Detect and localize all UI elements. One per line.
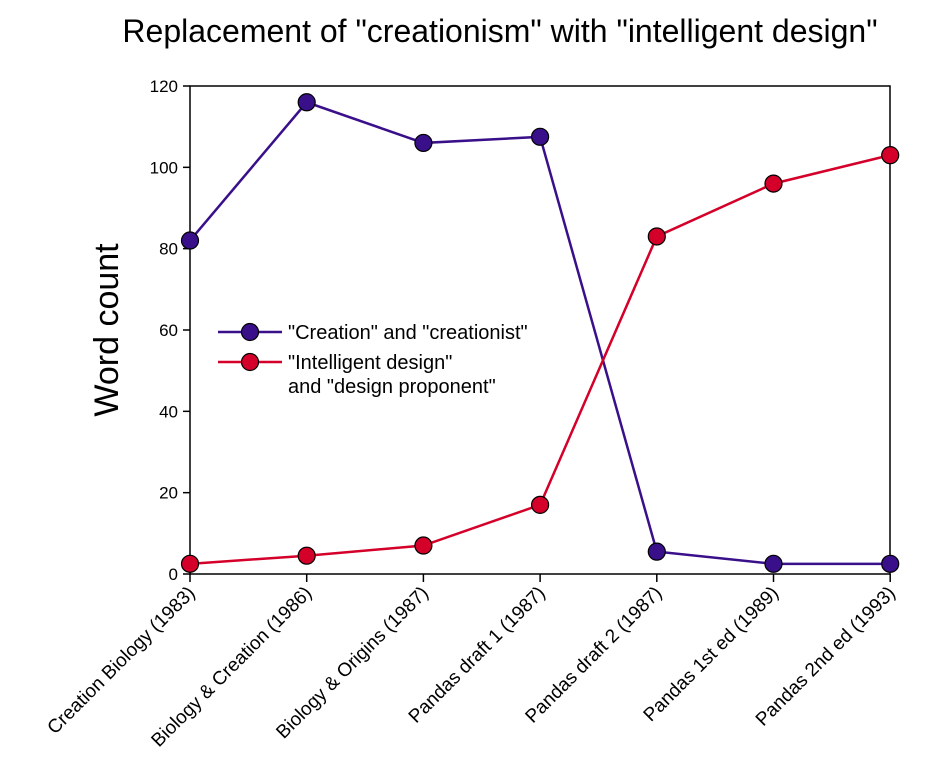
series-2-point xyxy=(530,495,550,514)
series-2-point xyxy=(764,174,783,193)
series-1-point xyxy=(881,554,900,573)
series-1-point xyxy=(180,231,200,250)
legend-marker-2 xyxy=(240,352,260,372)
series-2-point xyxy=(881,146,900,165)
legend-label-2: and "design proponent" xyxy=(288,376,496,398)
x-axis: Creation Biology (1983)Biology & Creatio… xyxy=(44,574,900,751)
legend-label-1: "Creation" and "creationist" xyxy=(288,322,528,344)
y-tick-label: 40 xyxy=(159,402,178,421)
x-tick-label: Pandas 1st ed (1989) xyxy=(640,583,783,726)
y-tick-label: 120 xyxy=(150,77,178,96)
series-1-point xyxy=(530,127,550,146)
series-1-point xyxy=(647,542,666,561)
series-2-point xyxy=(297,546,316,565)
series-2-point xyxy=(647,227,666,246)
y-tick-label: 20 xyxy=(159,484,178,503)
y-tick-label: 0 xyxy=(169,565,178,584)
series-layer xyxy=(180,93,900,573)
legend-label-2: "Intelligent design" xyxy=(288,352,452,374)
y-tick-label: 100 xyxy=(150,158,178,177)
series-1-point xyxy=(297,93,316,112)
legend-marker-1 xyxy=(240,322,260,342)
y-tick-label: 60 xyxy=(159,321,178,340)
series-1-point xyxy=(764,554,783,573)
chart-title: Replacement of "creationism" with "intel… xyxy=(122,13,877,49)
series-1-point xyxy=(414,133,433,153)
series-2-point xyxy=(180,554,200,573)
series-2-point xyxy=(414,536,433,555)
y-axis: 0 20 40 60 80 100 120 xyxy=(150,77,190,584)
legend: "Creation" and "creationist" "Intelligent… xyxy=(218,322,528,398)
y-axis-label: Word count xyxy=(88,243,126,417)
y-tick-label: 80 xyxy=(159,240,178,259)
